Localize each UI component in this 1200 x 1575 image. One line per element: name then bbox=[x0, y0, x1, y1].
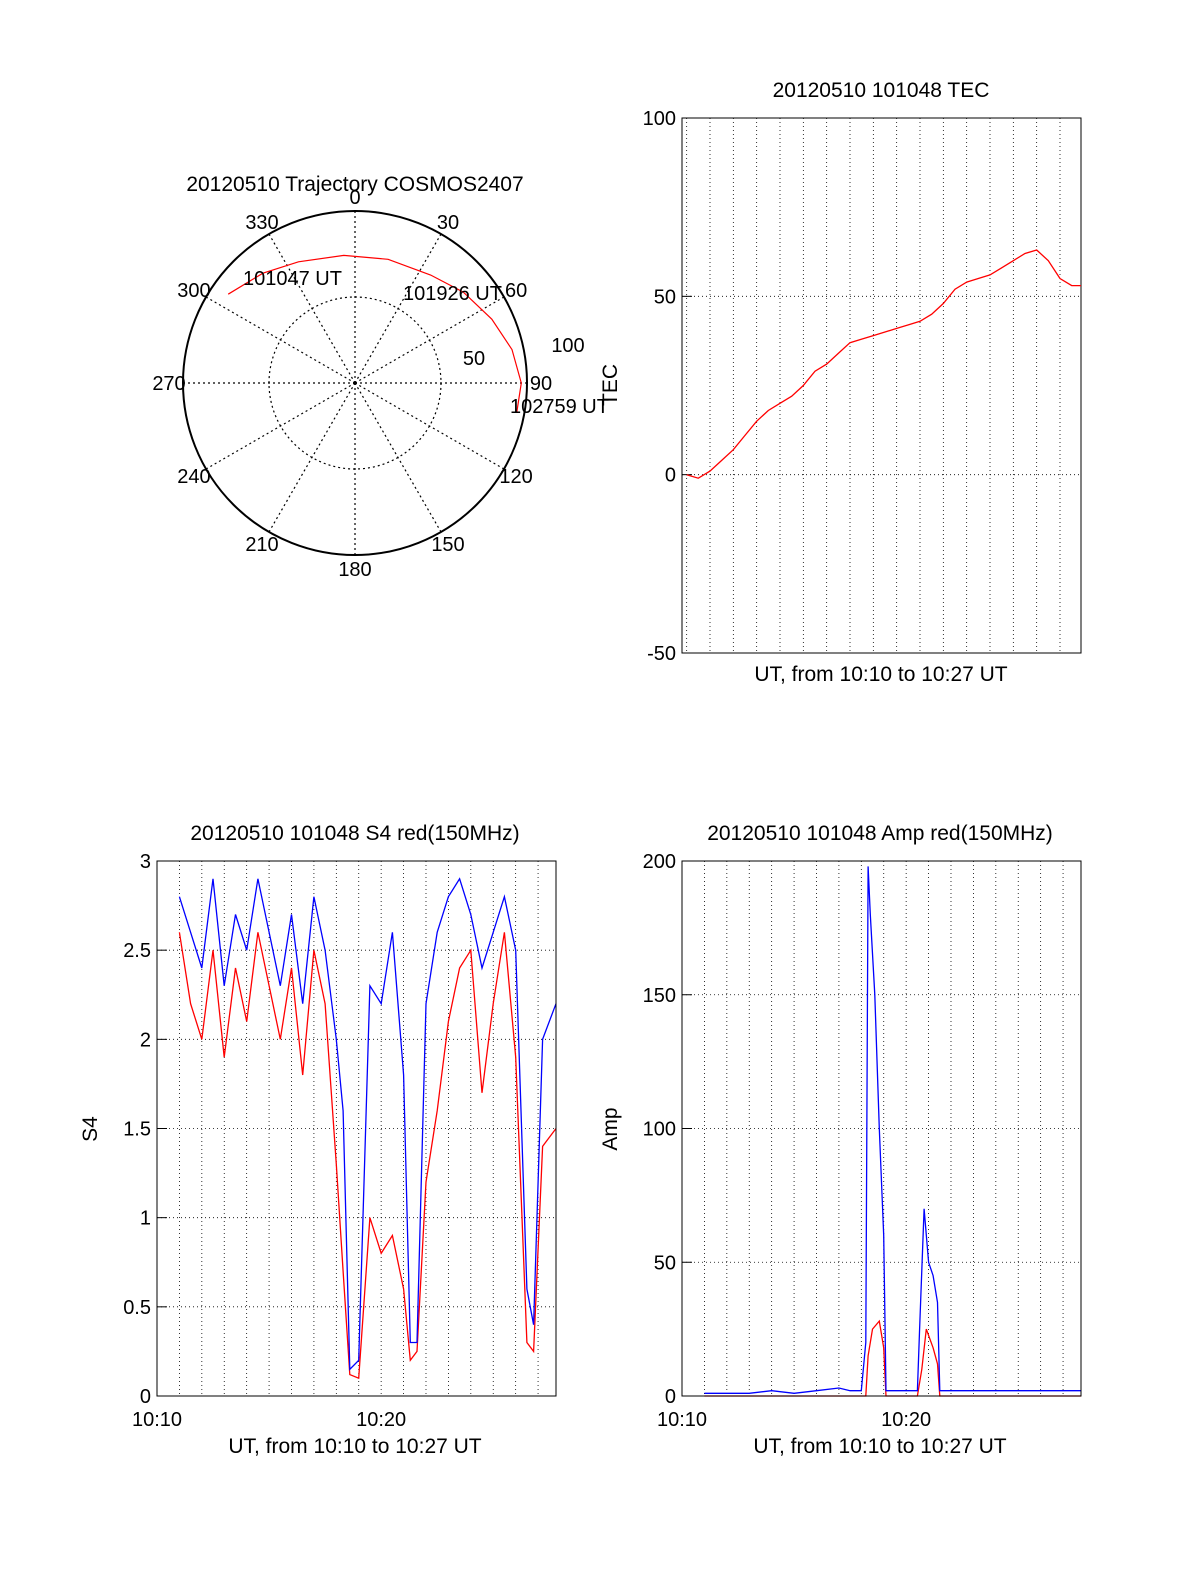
s4-grid bbox=[156, 860, 556, 1397]
y-tick-label: 3 bbox=[140, 851, 151, 873]
azimuth-label: 90 bbox=[530, 373, 552, 395]
polar-spoke-120 bbox=[354, 382, 505, 470]
x-tick-label: 10:10 bbox=[657, 1409, 707, 1431]
satellite-track-line bbox=[227, 254, 522, 412]
tec-title: 20120510 101048 TEC bbox=[773, 79, 990, 102]
amp-title: 20120510 101048 Amp red(150MHz) bbox=[707, 822, 1053, 845]
amp-panel: 20120510 101048 Amp red(150MHz) 0 50 100 15… bbox=[599, 822, 1082, 1458]
amp-plot-frame bbox=[681, 860, 1082, 1397]
x-tick-label: 10:20 bbox=[356, 1409, 406, 1431]
tec-series bbox=[686, 249, 1081, 479]
radial-label: 50 bbox=[463, 348, 485, 370]
radial-labels: 50 100 bbox=[463, 335, 585, 370]
amp-x-tick-labels: 10:10 10:20 bbox=[657, 1409, 931, 1431]
azimuth-label: 150 bbox=[431, 534, 464, 556]
y-tick-label: 0.5 bbox=[123, 1297, 151, 1319]
polar-spoke-210 bbox=[268, 382, 356, 533]
s4-x-tick-labels: 10:10 10:20 bbox=[132, 1409, 406, 1431]
y-tick-label: 50 bbox=[654, 286, 676, 308]
track-start-label: 101047 UT bbox=[243, 268, 342, 290]
polar-spoke-60 bbox=[354, 296, 505, 384]
radial-label: 100 bbox=[551, 335, 584, 357]
amp-y-axis-label: Amp bbox=[599, 1107, 622, 1150]
track-end-label: 102759 UT bbox=[510, 396, 609, 418]
trajectory-title: 20120510 Trajectory COSMOS2407 bbox=[186, 173, 523, 196]
polar-spoke-240 bbox=[205, 382, 356, 470]
y-tick-label: 50 bbox=[654, 1252, 676, 1274]
y-tick-label: 1 bbox=[140, 1208, 151, 1230]
series-line-blue bbox=[704, 866, 1081, 1394]
tec-grid bbox=[682, 117, 1081, 654]
s4-title: 20120510 101048 S4 red(150MHz) bbox=[190, 822, 519, 845]
azimuth-label: 30 bbox=[437, 212, 459, 234]
s4-panel: 20120510 101048 S4 red(150MHz) 0 0.5 1 1.5 2… bbox=[79, 822, 557, 1458]
s4-x-axis-label: UT, from 10:10 to 10:27 UT bbox=[228, 1435, 481, 1458]
y-tick-label: 150 bbox=[643, 985, 676, 1007]
y-tick-label: 2.5 bbox=[123, 940, 151, 962]
tec-x-axis-label: UT, from 10:10 to 10:27 UT bbox=[754, 663, 1007, 686]
y-tick-label: 100 bbox=[643, 1119, 676, 1141]
tec-y-axis-label: TEC bbox=[599, 364, 622, 406]
azimuth-label: 0 bbox=[349, 187, 360, 209]
tec-panel: 20120510 101048 TEC -50 0 50 100 TEC UT, fr… bbox=[599, 79, 1082, 686]
polar-spoke-30 bbox=[354, 233, 442, 384]
series-line-red bbox=[704, 1319, 1081, 1397]
azimuth-label: 300 bbox=[177, 280, 210, 302]
amp-x-axis-label: UT, from 10:10 to 10:27 UT bbox=[753, 1435, 1006, 1458]
amp-series bbox=[704, 866, 1081, 1397]
y-tick-label: 200 bbox=[643, 851, 676, 873]
y-tick-label: 100 bbox=[643, 108, 676, 130]
s4-y-tick-labels: 0 0.5 1 1.5 2 2.5 3 bbox=[123, 851, 151, 1408]
amp-grid bbox=[681, 860, 1081, 1397]
s4-series bbox=[178, 877, 557, 1380]
trajectory-polar-panel: 20120510 Trajectory COSMOS2407 0 30 60 90 12… bbox=[152, 173, 609, 581]
tec-y-tick-labels: -50 0 50 100 bbox=[643, 108, 676, 665]
azimuth-label: 120 bbox=[499, 466, 532, 488]
azimuth-label: 330 bbox=[245, 212, 278, 234]
tec-plot-frame bbox=[681, 117, 1082, 654]
y-tick-label: 1.5 bbox=[123, 1119, 151, 1141]
x-tick-label: 10:10 bbox=[132, 1409, 182, 1431]
series-line-red bbox=[178, 932, 557, 1380]
s4-y-axis-label: S4 bbox=[79, 1116, 102, 1142]
series-line-red bbox=[686, 249, 1081, 479]
azimuth-label: 240 bbox=[177, 466, 210, 488]
y-tick-label: 0 bbox=[140, 1386, 151, 1408]
y-tick-label: 2 bbox=[140, 1029, 151, 1051]
series-line-blue bbox=[178, 877, 557, 1371]
azimuth-label: 270 bbox=[152, 373, 185, 395]
x-tick-label: 10:20 bbox=[881, 1409, 931, 1431]
azimuth-labels: 0 30 60 90 120 150 180 210 240 270 300 330 bbox=[152, 187, 552, 581]
polar-grid bbox=[183, 211, 527, 555]
azimuth-label: 60 bbox=[505, 280, 527, 302]
y-tick-label: -50 bbox=[647, 643, 676, 665]
track-mid-label: 101926 UT bbox=[403, 283, 502, 305]
polar-spoke-300 bbox=[205, 296, 356, 384]
y-tick-label: 0 bbox=[665, 465, 676, 487]
s4-plot-frame bbox=[156, 860, 557, 1397]
y-tick-label: 0 bbox=[665, 1386, 676, 1408]
azimuth-label: 180 bbox=[338, 559, 371, 581]
polar-spoke-150 bbox=[354, 382, 442, 533]
amp-y-tick-labels: 0 50 100 150 200 bbox=[643, 851, 676, 1408]
azimuth-label: 210 bbox=[245, 534, 278, 556]
polar-spoke-330 bbox=[268, 233, 356, 384]
